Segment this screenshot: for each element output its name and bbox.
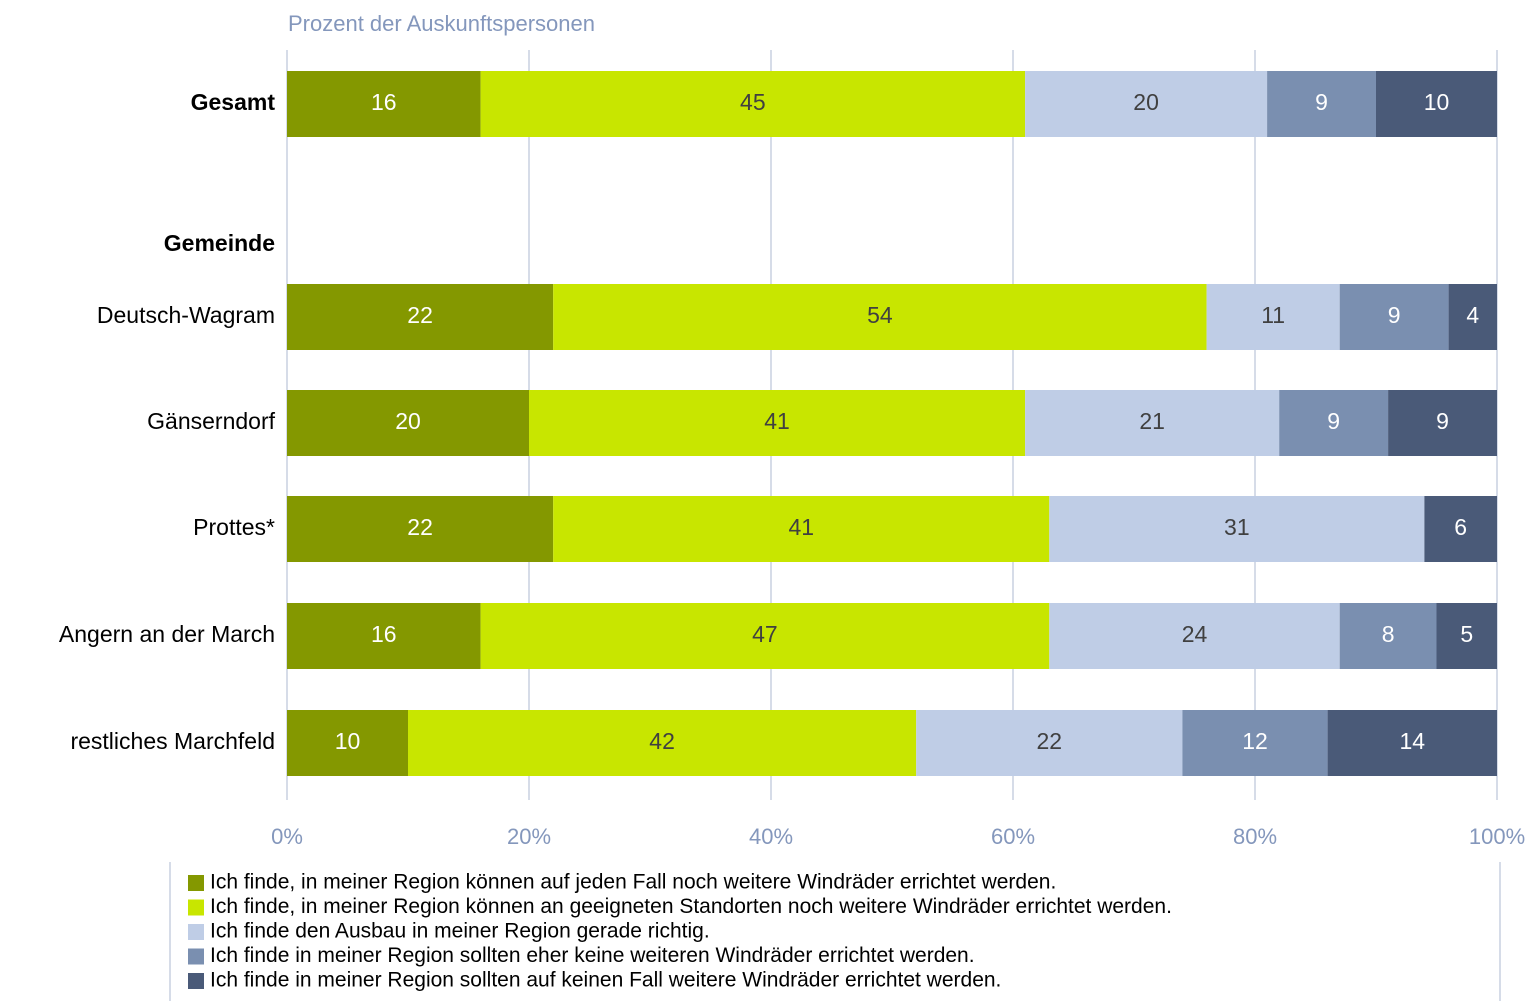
value-label: 9 <box>1388 302 1401 328</box>
bar-segment <box>1206 284 1340 350</box>
legend-label: Ich finde in meiner Region sollten eher … <box>210 944 975 967</box>
value-label: 11 <box>1261 302 1285 328</box>
value-label: 47 <box>752 621 778 647</box>
value-label: 54 <box>867 302 893 328</box>
chart-subtitle: Prozent der Auskunftspersonen <box>288 11 595 36</box>
legend-label: Ich finde, in meiner Region können auf j… <box>210 871 1056 894</box>
bar-segment <box>1376 71 1497 137</box>
legend-swatch <box>188 973 204 989</box>
category-label: Deutsch-Wagram <box>97 302 275 328</box>
bar-segment <box>287 390 529 456</box>
category-label: Prottes* <box>193 514 275 540</box>
bar-segment <box>1025 390 1280 456</box>
bar-segment <box>408 710 917 776</box>
bar-segment <box>1339 284 1449 350</box>
value-label: 20 <box>395 408 421 434</box>
value-label: 8 <box>1382 621 1395 647</box>
value-label: 31 <box>1224 514 1250 540</box>
bar-segment <box>480 603 1050 669</box>
x-tick-label: 40% <box>749 824 793 849</box>
value-label: 42 <box>649 728 675 754</box>
bar-segment <box>916 710 1183 776</box>
value-label: 22 <box>407 514 433 540</box>
bar-segment <box>1279 390 1389 456</box>
x-tick-label: 0% <box>271 824 303 849</box>
value-label: 16 <box>371 621 397 647</box>
value-label: 12 <box>1242 728 1268 754</box>
bar-segment <box>1025 71 1268 137</box>
value-label: 10 <box>335 728 361 754</box>
legend-label: Ich finde in meiner Region sollten auf k… <box>210 969 1001 992</box>
bar-segment <box>287 603 481 669</box>
value-label: 22 <box>1037 728 1063 754</box>
bar-segment <box>1339 603 1437 669</box>
category-label: Gänserndorf <box>147 408 275 434</box>
bar-segment <box>287 71 481 137</box>
legend-label: Ich finde, in meiner Region können an ge… <box>210 895 1172 918</box>
value-label: 5 <box>1460 621 1473 647</box>
category-label: Angern an der March <box>59 621 275 647</box>
value-label: 41 <box>788 514 814 540</box>
bar-segment <box>553 284 1207 350</box>
value-label: 16 <box>371 89 397 115</box>
value-label: 41 <box>764 408 790 434</box>
bar-segment <box>553 496 1050 562</box>
value-label: 20 <box>1133 89 1159 115</box>
legend-swatch <box>188 948 204 965</box>
value-label: 24 <box>1182 621 1208 647</box>
bar-segment <box>287 710 408 776</box>
bar-segment <box>1267 71 1376 137</box>
value-label: 4 <box>1466 302 1479 328</box>
bar-segment <box>287 284 554 350</box>
bar-segment <box>480 71 1026 137</box>
value-label: 9 <box>1315 89 1328 115</box>
bar-segment <box>287 496 554 562</box>
value-label: 14 <box>1400 728 1426 754</box>
value-label: 21 <box>1139 408 1165 434</box>
value-label: 9 <box>1436 408 1449 434</box>
bar-segment <box>1436 603 1497 669</box>
value-label: 22 <box>407 302 433 328</box>
x-tick-label: 80% <box>1233 824 1277 849</box>
bar-segment <box>529 390 1026 456</box>
bar-segment <box>1448 284 1497 350</box>
bar-segment <box>1049 496 1425 562</box>
legend-label: Ich finde den Ausbau in meiner Region ge… <box>210 920 710 943</box>
bar-segment <box>1049 603 1340 669</box>
legend-swatch <box>188 875 204 891</box>
legend-swatch <box>188 924 204 940</box>
category-label: Gesamt <box>191 89 276 115</box>
bar-segment <box>1424 496 1497 562</box>
bar-segment <box>1327 710 1497 776</box>
value-label: 10 <box>1424 89 1450 115</box>
x-tick-label: 20% <box>507 824 551 849</box>
legend-swatch <box>188 899 204 916</box>
category-label: Gemeinde <box>164 230 275 256</box>
bar-segment <box>1388 390 1497 456</box>
x-tick-label: 60% <box>991 824 1035 849</box>
value-label: 45 <box>740 89 766 115</box>
value-label: 6 <box>1454 514 1467 540</box>
value-label: 9 <box>1327 408 1340 434</box>
bar-segment <box>1182 710 1328 776</box>
x-tick-label: 100% <box>1469 824 1525 849</box>
category-label: restliches Marchfeld <box>70 728 275 754</box>
